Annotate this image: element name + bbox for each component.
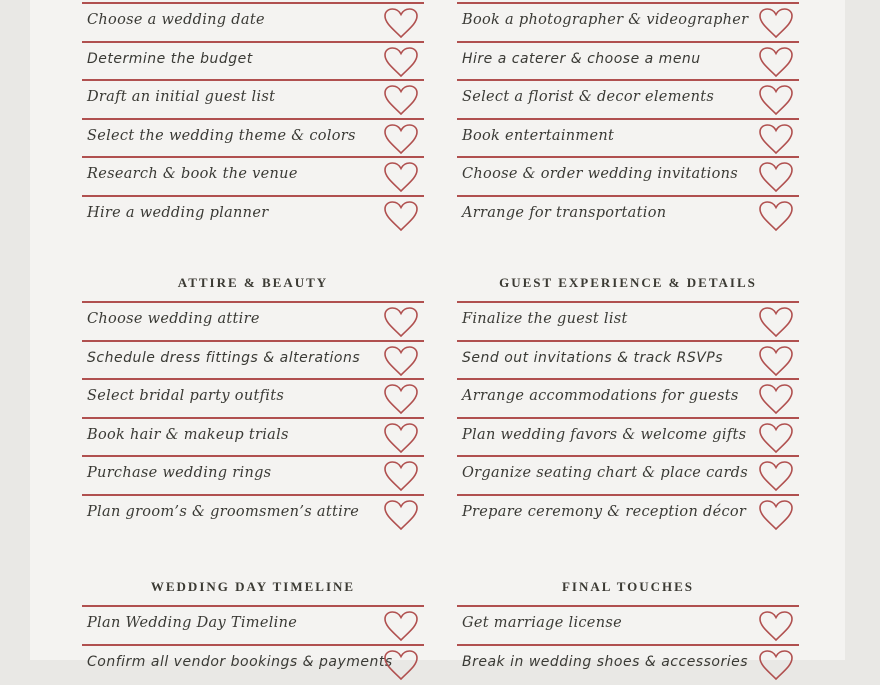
heart-checkbox-icon[interactable] <box>758 610 794 642</box>
checklist-item: Plan Wedding Day Timeline <box>82 605 424 644</box>
checklist-item: Schedule dress fittings & alterations <box>82 339 424 379</box>
heart-checkbox-icon[interactable] <box>383 345 419 377</box>
heart-checkbox-icon[interactable] <box>383 200 419 232</box>
heart-checkbox-icon[interactable] <box>383 306 419 338</box>
item-label: Hire a wedding planner <box>87 204 269 221</box>
checklist-item: Organize seating chart & place cards <box>457 455 799 494</box>
heart-checkbox-icon[interactable] <box>758 383 794 415</box>
heart-checkbox-icon[interactable] <box>758 46 794 78</box>
checklist-item: Finalize the guest list <box>457 301 799 340</box>
checklist-item: Book hair & makeup trials <box>82 416 424 456</box>
heart-checkbox-icon[interactable] <box>758 200 794 232</box>
heart-checkbox-icon[interactable] <box>758 161 794 193</box>
heart-checkbox-icon[interactable] <box>758 306 794 338</box>
item-label: Arrange accommodations for guests <box>462 388 739 404</box>
heart-checkbox-icon[interactable] <box>758 460 794 492</box>
item-label: Plan groom’s & groomsmen’s attire <box>87 503 360 520</box>
item-label: Select bridal party outfits <box>87 388 285 404</box>
section-title: WEDDING DAY TIMELINE <box>150 579 356 594</box>
checklist-item: Select bridal party outfits <box>82 378 424 417</box>
checklist-item: Choose & order wedding invitations <box>457 156 799 195</box>
item-label: Organize seating chart & place cards <box>462 465 748 481</box>
heart-checkbox-icon[interactable] <box>383 161 419 193</box>
heart-checkbox-icon[interactable] <box>383 84 419 116</box>
checklist-item: Draft an initial guest list <box>82 79 424 118</box>
heart-checkbox-icon[interactable] <box>758 84 794 116</box>
heart-checkbox-icon[interactable] <box>383 499 419 531</box>
checklist-item: Hire a caterer & choose a menu <box>457 40 799 80</box>
item-label: Purchase wedding rings <box>87 465 272 481</box>
checklist-item: Prepare ceremony & reception décor <box>457 493 799 533</box>
item-label: Choose wedding attire <box>87 311 260 327</box>
heart-checkbox-icon[interactable] <box>758 123 794 155</box>
checklist-item: Break in wedding shoes & accessories <box>457 643 799 683</box>
checklist-item: Choose a wedding date <box>82 2 424 41</box>
heart-checkbox-icon[interactable] <box>383 46 419 78</box>
item-label: Determine the budget <box>87 50 253 67</box>
heart-checkbox-icon[interactable] <box>383 422 419 454</box>
item-label: Select the wedding theme & colors <box>87 127 356 144</box>
heart-checkbox-icon[interactable] <box>758 422 794 454</box>
checklist-item: Purchase wedding rings <box>82 455 424 494</box>
item-label: Arrange for transportation <box>462 204 667 221</box>
heart-checkbox-icon[interactable] <box>383 7 419 39</box>
section-title: GUEST EXPERIENCE & DETAILS <box>499 275 757 290</box>
item-label: Select a florist & decor elements <box>462 89 715 105</box>
item-label: Get marriage license <box>462 615 622 631</box>
heart-checkbox-icon[interactable] <box>383 610 419 642</box>
checklist-item: Confirm all vendor bookings & payments <box>82 643 424 683</box>
item-label: Plan wedding favors & welcome gifts <box>462 426 747 443</box>
item-label: Confirm all vendor bookings & payments <box>87 653 393 670</box>
heart-checkbox-icon[interactable] <box>383 460 419 492</box>
item-label: Book hair & makeup trials <box>87 426 289 443</box>
section-title: FINAL TOUCHES <box>561 579 695 594</box>
checklist-item: Book entertainment <box>457 117 799 157</box>
item-label: Break in wedding shoes & accessories <box>462 653 749 670</box>
checklist-item: Arrange for transportation <box>457 194 799 234</box>
checklist-page <box>30 0 845 660</box>
checklist-item: Determine the budget <box>82 40 424 80</box>
checklist-item: Plan groom’s & groomsmen’s attire <box>82 493 424 533</box>
item-label: Prepare ceremony & reception décor <box>462 503 747 520</box>
heart-checkbox-icon[interactable] <box>383 123 419 155</box>
item-label: Finalize the guest list <box>462 311 628 327</box>
section-title: ATTIRE & BEAUTY <box>177 275 329 290</box>
heart-checkbox-icon[interactable] <box>758 649 794 681</box>
checklist-item: Select the wedding theme & colors <box>82 117 424 157</box>
item-label: Plan Wedding Day Timeline <box>87 615 298 631</box>
heart-checkbox-icon[interactable] <box>758 345 794 377</box>
heart-checkbox-icon[interactable] <box>758 499 794 531</box>
item-label: Choose a wedding date <box>87 12 265 28</box>
heart-checkbox-icon[interactable] <box>383 649 419 681</box>
checklist-item: Select a florist & decor elements <box>457 79 799 118</box>
checklist-item: Get marriage license <box>457 605 799 644</box>
checklist-item: Research & book the venue <box>82 156 424 195</box>
item-label: Research & book the venue <box>87 166 298 182</box>
item-label: Schedule dress fittings & alterations <box>87 349 361 366</box>
checklist-item: Hire a wedding planner <box>82 194 424 234</box>
checklist-item: Choose wedding attire <box>82 301 424 340</box>
item-label: Hire a caterer & choose a menu <box>462 50 701 67</box>
heart-checkbox-icon[interactable] <box>758 7 794 39</box>
item-label: Book a photographer & videographer <box>462 12 749 28</box>
checklist-item: Send out invitations & track RSVPs <box>457 339 799 379</box>
item-label: Book entertainment <box>462 127 615 144</box>
item-label: Draft an initial guest list <box>87 89 276 105</box>
checklist-item: Plan wedding favors & welcome gifts <box>457 416 799 456</box>
item-label: Choose & order wedding invitations <box>462 166 738 182</box>
heart-checkbox-icon[interactable] <box>383 383 419 415</box>
checklist-item: Arrange accommodations for guests <box>457 378 799 417</box>
checklist-item: Book a photographer & videographer <box>457 2 799 41</box>
item-label: Send out invitations & track RSVPs <box>462 349 724 366</box>
